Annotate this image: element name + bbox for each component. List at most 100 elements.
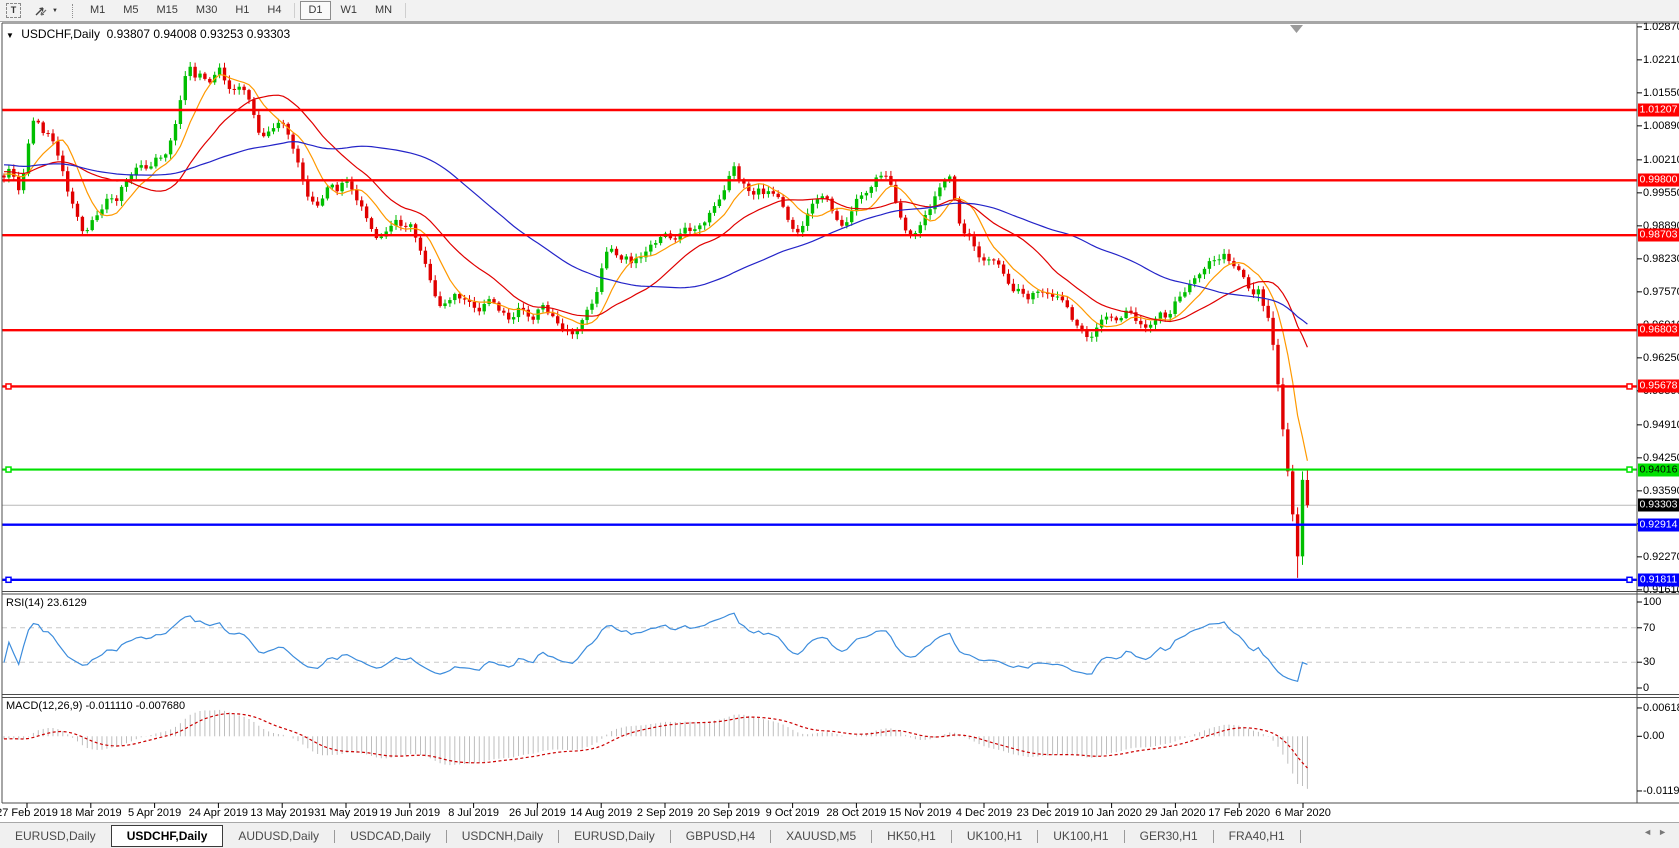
tab-scroll-arrows: ◄►: [1643, 827, 1673, 837]
candle-body: [943, 181, 947, 188]
candle-body: [2, 175, 6, 178]
timeframe-button-h4[interactable]: H4: [267, 4, 282, 16]
timeframe-button-m1[interactable]: M1: [89, 4, 106, 16]
candle-body: [962, 223, 967, 234]
candle-body: [1173, 301, 1177, 314]
candle-body: [908, 230, 913, 235]
candle-body: [188, 66, 192, 77]
candle-body: [168, 140, 173, 155]
tab-xauusd-m5[interactable]: XAUUSD,M5: [786, 829, 857, 843]
timeframe-button-w1[interactable]: W1: [340, 4, 358, 16]
tab-separator: [1212, 829, 1214, 843]
moving-average-55: [3, 140, 1308, 325]
candle-body: [992, 259, 996, 261]
candle-body: [1246, 277, 1251, 289]
hline-handle[interactable]: [5, 576, 12, 584]
candle-body: [296, 148, 300, 163]
candle-body: [100, 209, 104, 216]
hline-handle[interactable]: [1626, 383, 1633, 390]
candle-body: [227, 80, 232, 89]
candle-body: [1144, 324, 1148, 328]
candle-series[interactable]: [2, 61, 1310, 578]
text-tool-button[interactable]: T: [1, 2, 26, 19]
candle-body: [948, 176, 952, 182]
date-label: 5 Apr 2019: [127, 807, 182, 819]
candle-body: [492, 299, 496, 303]
candle-body: [183, 76, 187, 101]
tab-eurusd-daily[interactable]: EURUSD,Daily: [574, 829, 655, 843]
candle-body: [12, 168, 16, 177]
tab-eurusd-daily[interactable]: EURUSD,Daily: [15, 829, 96, 843]
candle-body: [859, 195, 864, 199]
hline-handle[interactable]: [5, 383, 12, 390]
date-label: 18 Mar 2019: [59, 807, 122, 819]
timeframe-button-m15[interactable]: M15: [156, 4, 178, 16]
candle-body: [1016, 288, 1020, 292]
candle-body: [178, 100, 183, 124]
tab-gbpusd-h4[interactable]: GBPUSD,H4: [685, 829, 756, 843]
candle-body: [850, 211, 854, 223]
timeframe-button-m30[interactable]: M30: [195, 4, 218, 16]
candle-body: [761, 188, 766, 195]
tab-uk100-h1[interactable]: UK100,H1: [966, 829, 1023, 843]
date-label: 24 Apr 2019: [188, 807, 249, 819]
candle-body: [1001, 264, 1006, 274]
arrows-tool-button[interactable]: ▼: [28, 2, 63, 19]
candle-body: [957, 199, 962, 224]
candle-body: [502, 310, 506, 313]
timeframe-button-h1[interactable]: H1: [235, 4, 250, 16]
candle-body: [737, 166, 741, 180]
candle-body: [884, 175, 888, 177]
tab-fra40-h1[interactable]: FRA40,H1: [1228, 829, 1285, 843]
date-label: 31 May 2019: [314, 807, 378, 819]
tab-usdcad-daily[interactable]: USDCAD,Daily: [350, 829, 431, 843]
date-label: 8 Jul 2019: [448, 807, 499, 819]
price-shift-marker-icon[interactable]: [1290, 25, 1303, 33]
date-label: 29 Jan 2020: [1145, 807, 1206, 819]
collapse-icon[interactable]: ▼: [6, 31, 14, 40]
rsi-line: [3, 612, 1308, 683]
timeframe-button-mn[interactable]: MN: [375, 4, 393, 16]
tab-scroll-right-icon[interactable]: ►: [1658, 827, 1673, 837]
price-tick-label: 0.94910: [1643, 418, 1679, 431]
toolbar-grip[interactable]: [71, 3, 75, 18]
tab-ger30-h1[interactable]: GER30,H1: [1139, 829, 1198, 843]
candle-body: [521, 307, 526, 310]
timeframe-button-group: M1 M5 M15 M30 H1 H4 D1 W1 MN: [81, 1, 410, 20]
tab-usdcnh-daily[interactable]: USDCNH,Daily: [461, 829, 544, 843]
hline-price-label: 1.01207: [1638, 103, 1679, 117]
hline-handle[interactable]: [1626, 576, 1633, 584]
tab-usdchf-daily[interactable]: USDCHF,Daily: [110, 825, 224, 847]
tab-scroll-left-icon[interactable]: ◄: [1643, 827, 1659, 837]
candle-body: [453, 293, 457, 301]
candle-body: [1050, 294, 1055, 297]
chart-title-ohlc: 0.93807 0.94008 0.93253 0.93303: [106, 27, 291, 41]
candle-body: [61, 155, 65, 172]
macd-axis-label: 0.006186: [1643, 701, 1679, 714]
candle-body: [46, 133, 50, 135]
candle-body: [683, 227, 687, 234]
date-label: 10 Jan 2020: [1081, 807, 1142, 819]
timeframe-button-m5[interactable]: M5: [123, 4, 139, 16]
rsi-level-label: 0: [1643, 682, 1650, 694]
hline-handle[interactable]: [5, 466, 12, 473]
candle-body: [95, 215, 99, 221]
tab-hk50-h1[interactable]: HK50,H1: [887, 829, 936, 843]
candle-body: [41, 122, 45, 134]
candle-body: [154, 157, 158, 167]
candle-body: [801, 225, 805, 233]
date-label: 6 Mar 2020: [1275, 807, 1331, 819]
candle-body: [644, 251, 648, 258]
candle-body: [325, 187, 330, 199]
candle-body: [438, 296, 442, 307]
tab-audusd-daily[interactable]: AUDUSD,Daily: [238, 829, 320, 843]
candle-body: [732, 166, 736, 176]
hline-handle[interactable]: [1626, 466, 1633, 473]
tab-uk100-h1[interactable]: UK100,H1: [1053, 829, 1109, 843]
candle-body: [413, 224, 418, 238]
timeframe-button-d1[interactable]: D1: [300, 1, 331, 20]
candle-body: [164, 154, 168, 158]
hline-price-label: 0.94016: [1638, 463, 1679, 477]
